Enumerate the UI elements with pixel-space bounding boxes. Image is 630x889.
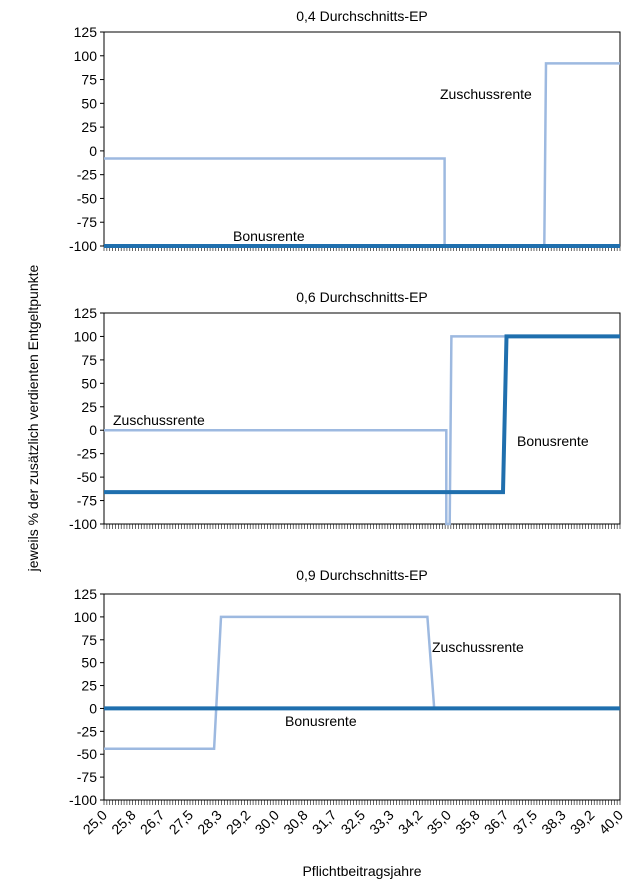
x-tick-label: 34,2	[395, 807, 426, 838]
y-tick-label: 0	[89, 700, 97, 716]
x-tick-label: 38,3	[538, 807, 569, 838]
y-tick-label: 0	[89, 422, 97, 438]
chart-title: 0,9 Durchschnitts-EP	[296, 567, 428, 583]
y-tick-label: -50	[77, 190, 97, 206]
x-tick-label: 28,3	[194, 807, 225, 838]
x-tick-label: 30,0	[252, 807, 283, 838]
y-tick-label: 0	[89, 143, 97, 159]
y-tick-label: -25	[77, 167, 97, 183]
chart-panel-1: 0,4 Durchschnitts-EP 125 100 75 50 25 0 -25 -50 -…	[69, 8, 621, 254]
y-tick-label: -50	[77, 746, 97, 762]
y-tick-label: 75	[81, 72, 97, 88]
x-tick-label: 27,5	[166, 807, 197, 838]
y-tick-label: 50	[81, 95, 97, 111]
series-label-zuschussrente: Zuschussrente	[432, 639, 524, 655]
y-tick-label: 100	[74, 48, 98, 64]
x-tick-label: 25,0	[80, 807, 111, 838]
x-tick-label: 30,8	[280, 807, 311, 838]
y-tick-label: 25	[81, 119, 97, 135]
y-tick-label: -75	[77, 769, 97, 785]
y-tick-label: -100	[69, 238, 97, 254]
series-label-bonusrente: Bonusrente	[517, 433, 589, 449]
plot-frame	[103, 593, 621, 801]
y-tick-label: -25	[77, 446, 97, 462]
y-tick-label: 50	[81, 375, 97, 391]
y-tick-label: -100	[69, 792, 97, 808]
y-tick-label: -100	[69, 516, 97, 532]
y-tick-label: 100	[74, 609, 98, 625]
x-tick-label: 39,2	[567, 807, 598, 838]
x-tick-label: 32,5	[338, 807, 369, 838]
figure-xlabel: Pflichtbeitragsjahre	[302, 863, 421, 879]
chart-panel-3: 0,9 Durchschnitts-EP 125 100 75 50 25 0 -25 -50 -…	[69, 567, 626, 837]
x-tick-label: 36,7	[481, 807, 512, 838]
chart-title: 0,6 Durchschnitts-EP	[296, 289, 428, 305]
y-tick-label: -50	[77, 469, 97, 485]
series-line-zuschussrente	[104, 615, 620, 750]
y-tick-label: -25	[77, 723, 97, 739]
y-tick-label: 25	[81, 399, 97, 415]
series-label-bonusrente: Bonusrente	[233, 228, 305, 244]
y-tick-label: 75	[81, 632, 97, 648]
series-line-bonusrente	[104, 334, 620, 495]
y-tick-label: -75	[77, 214, 97, 230]
chart-panel-2: 0,6 Durchschnitts-EP 125 100 75 50 25 0 -25 -50 -…	[69, 289, 621, 532]
y-tick-label: 75	[81, 352, 97, 368]
figure-ylabel: jeweils % der zusätzlich verdienten Entg…	[25, 264, 41, 572]
x-tick-label: 35,8	[452, 807, 483, 838]
x-tick-label: 35,0	[424, 807, 455, 838]
x-tick-label: 26,7	[137, 807, 168, 838]
x-tick-label: 40,0	[596, 807, 627, 838]
series-label-zuschussrente: Zuschussrente	[440, 86, 532, 102]
series-line-zuschussrente	[104, 62, 620, 248]
y-tick-label: 25	[81, 678, 97, 694]
x-tick-label: 37,5	[510, 807, 541, 838]
x-tick-label: 29,2	[223, 807, 254, 838]
x-tick-label: 33,3	[366, 807, 397, 838]
x-tick-label: 31,7	[309, 807, 340, 838]
plot-frame	[103, 31, 621, 247]
chart-title: 0,4 Durchschnitts-EP	[296, 8, 428, 24]
y-tick-label: 50	[81, 655, 97, 671]
series-label-zuschussrente: Zuschussrente	[113, 412, 205, 428]
y-tick-label: -75	[77, 493, 97, 509]
y-tick-label: 100	[74, 328, 98, 344]
series-line-zuschussrente	[104, 335, 620, 526]
y-tick-label: 125	[74, 24, 98, 40]
x-tick-label: 25,8	[108, 807, 139, 838]
y-tick-label: 125	[74, 305, 98, 321]
series-label-bonusrente: Bonusrente	[285, 713, 357, 729]
y-tick-label: 125	[74, 586, 98, 602]
